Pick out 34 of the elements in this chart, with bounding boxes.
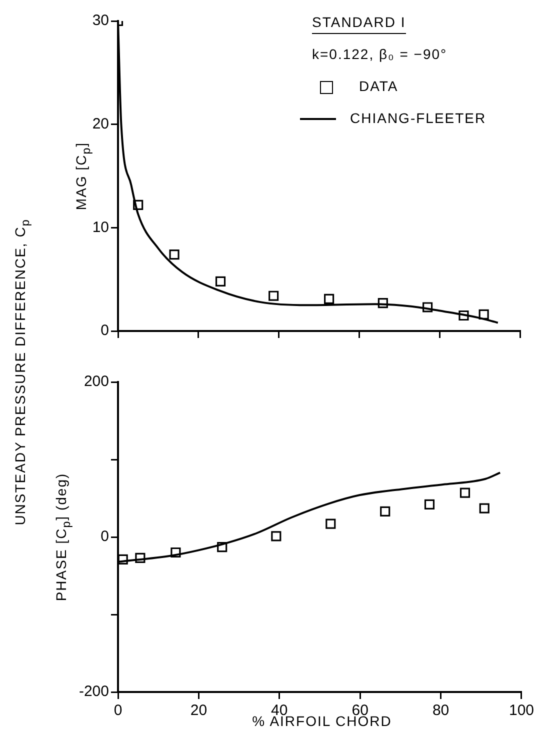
point [118,554,128,565]
x-tick-label: 100 [508,702,534,720]
point [268,290,279,301]
point [217,542,228,552]
point [215,276,226,286]
y-tick-label: 200 [84,373,109,390]
y-tick-label: 0 [100,322,109,340]
annotation: k=0.122, β₀ = −90° [312,45,448,64]
x-tick-label: 0 [114,702,122,720]
y-tick-label: 10 [92,218,109,236]
point [271,531,282,542]
point [326,518,336,529]
point [324,294,334,304]
x-tick-label: 80 [432,702,450,720]
y-tick-label: 30 [92,12,109,30]
point [424,499,435,510]
point [378,298,388,308]
point [479,503,490,514]
legend-title: STANDARD I [312,11,406,34]
point [135,552,146,563]
point [133,200,144,210]
point [380,506,390,516]
point [169,249,180,260]
y-tick-label: 20 [92,115,109,132]
point [422,302,433,312]
y-tick-label: 0 [100,528,109,546]
y-tick-label: -200 [78,683,109,700]
point [458,310,469,321]
point [478,309,489,320]
x-tick-label: 20 [190,702,208,720]
point [460,488,470,498]
point [170,547,181,558]
legend-label: DATA [359,78,398,94]
legend-label: CHIANG-FLEETER [350,110,486,126]
